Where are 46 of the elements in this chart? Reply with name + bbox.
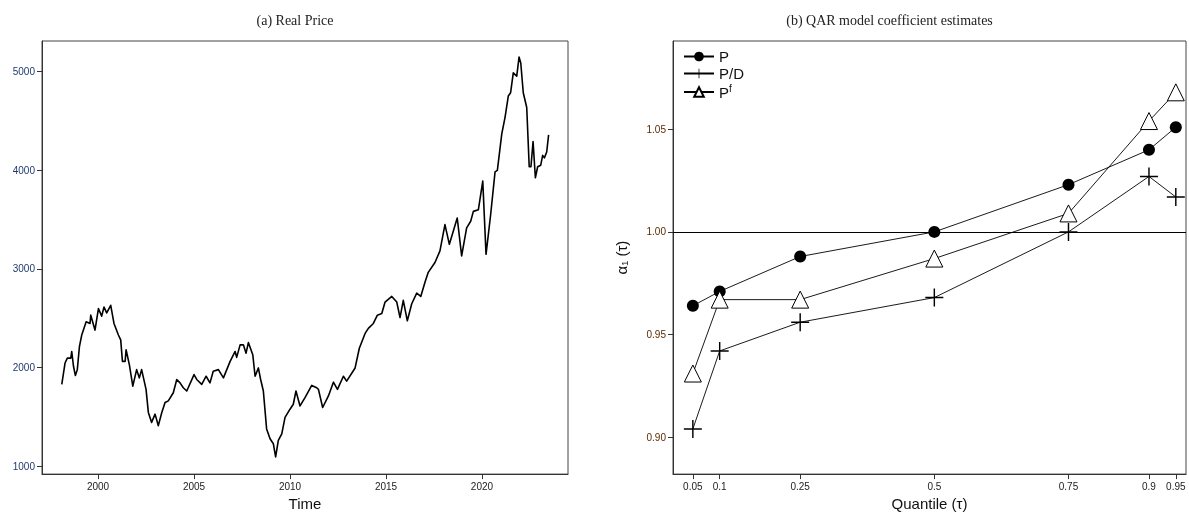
chart-title: (b) QAR model coefficient estimates: [786, 12, 993, 29]
x-tick-label: 2020: [470, 480, 494, 492]
point: [686, 299, 699, 312]
point: [791, 290, 810, 309]
point: [683, 364, 702, 383]
x-axis-title: Quantile (τ): [891, 495, 968, 512]
x-tick-label: 2005: [182, 480, 206, 492]
point: [1166, 188, 1185, 206]
y-tick-label: 1.05: [646, 123, 667, 135]
point: [791, 313, 810, 332]
point: [1062, 178, 1075, 191]
x-tick-label: 0.9: [1142, 480, 1157, 492]
x-tick-label: 0.25: [790, 480, 811, 492]
y-tick-label: 0.90: [646, 431, 667, 443]
point: [794, 250, 807, 263]
x-tick-label: 2000: [86, 480, 110, 492]
x-tick-label: 0.5: [927, 480, 942, 492]
point: [1139, 112, 1158, 131]
chart-title: (a) Real Price: [256, 12, 334, 29]
x-tick-label: 2015: [374, 480, 398, 492]
y-axis-title: α₁ (τ): [613, 240, 630, 275]
y-tick-label: 1000: [12, 460, 36, 472]
legend-label: P/D: [719, 65, 745, 82]
point: [925, 249, 944, 268]
y-tick-label: 3000: [12, 263, 36, 275]
point: [710, 341, 729, 360]
line-series: [60, 56, 550, 458]
point: [1142, 143, 1155, 156]
y-tick-label: 0.95: [646, 329, 667, 341]
point: [1169, 121, 1182, 134]
y-tick-label: 2000: [12, 362, 36, 374]
point: [710, 290, 729, 309]
x-tick-label: 0.05: [683, 480, 704, 492]
x-tick-label: 2010: [278, 480, 302, 492]
y-tick-label: 5000: [12, 66, 36, 78]
point: [1139, 167, 1158, 186]
point: [1166, 83, 1185, 102]
x-axis-title: Time: [288, 495, 322, 512]
x-tick-label: 0.75: [1058, 480, 1079, 492]
y-tick-label: 4000: [12, 164, 36, 176]
legend-label: P: [719, 48, 730, 65]
y-tick-label: 1.00: [646, 226, 667, 238]
point: [683, 419, 702, 438]
point: [1059, 204, 1078, 223]
x-tick-label: 0.95: [1166, 480, 1186, 492]
x-tick-label: 0.1: [712, 480, 728, 492]
